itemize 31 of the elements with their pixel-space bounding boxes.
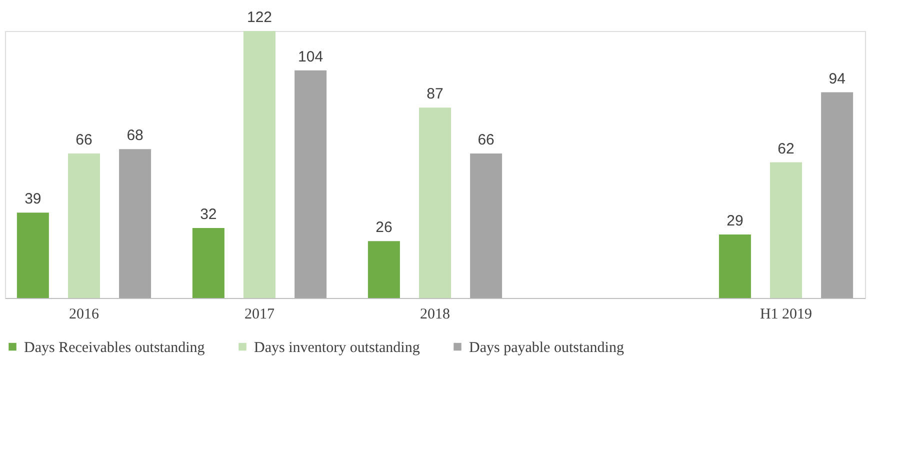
bar bbox=[419, 108, 451, 298]
data-label: 94 bbox=[828, 70, 846, 88]
data-label: 39 bbox=[24, 190, 42, 208]
bar bbox=[368, 241, 400, 298]
legend-label: Days payable outstanding bbox=[469, 340, 624, 356]
bar bbox=[770, 162, 802, 298]
bar bbox=[470, 154, 502, 298]
bar bbox=[294, 70, 327, 298]
legend-label: Days Receivables outstanding bbox=[24, 340, 206, 356]
bar bbox=[68, 154, 100, 298]
bar bbox=[119, 149, 152, 298]
bar bbox=[16, 212, 49, 298]
bar bbox=[821, 92, 854, 298]
x-tick-label: 2017 bbox=[244, 306, 275, 322]
bar bbox=[718, 234, 751, 298]
x-tick-label: H1 2019 bbox=[760, 306, 812, 322]
data-label: 87 bbox=[426, 86, 444, 103]
bar bbox=[192, 228, 224, 298]
x-tick-label: 2018 bbox=[420, 306, 450, 322]
data-label: 26 bbox=[376, 219, 392, 236]
data-label: 66 bbox=[478, 132, 494, 149]
data-label: 66 bbox=[76, 132, 92, 149]
data-label: 29 bbox=[726, 212, 744, 230]
data-label: 122 bbox=[246, 9, 272, 26]
x-tick-label: 2016 bbox=[68, 306, 100, 322]
bar bbox=[243, 31, 276, 298]
data-label: 68 bbox=[126, 127, 144, 144]
data-label: 62 bbox=[778, 140, 794, 158]
data-label: 104 bbox=[298, 48, 324, 66]
legend-label: Days inventory outstanding bbox=[254, 340, 420, 356]
data-label: 32 bbox=[200, 206, 217, 223]
